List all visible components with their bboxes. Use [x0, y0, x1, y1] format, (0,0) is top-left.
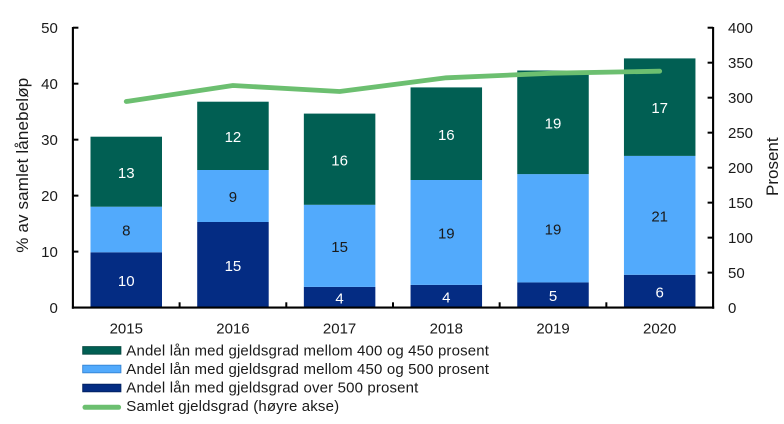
svg-text:100: 100 — [728, 230, 753, 247]
svg-text:19: 19 — [545, 115, 562, 132]
svg-text:8: 8 — [122, 223, 130, 240]
svg-text:30: 30 — [41, 132, 58, 149]
svg-text:2015: 2015 — [110, 320, 143, 337]
svg-text:2019: 2019 — [536, 320, 569, 337]
svg-text:50: 50 — [728, 265, 745, 282]
svg-text:2016: 2016 — [216, 320, 249, 337]
svg-text:16: 16 — [331, 152, 348, 169]
svg-text:21: 21 — [651, 209, 668, 226]
svg-text:6: 6 — [656, 284, 664, 301]
svg-text:17: 17 — [651, 100, 668, 117]
svg-text:20: 20 — [41, 188, 58, 205]
svg-text:15: 15 — [331, 239, 348, 256]
svg-text:9: 9 — [229, 189, 237, 206]
svg-text:200: 200 — [728, 160, 753, 177]
svg-text:Samlet gjeldsgrad (høyre akse): Samlet gjeldsgrad (høyre akse) — [126, 398, 339, 415]
svg-text:Prosent: Prosent — [763, 137, 782, 196]
svg-text:19: 19 — [545, 221, 562, 238]
svg-text:150: 150 — [728, 195, 753, 212]
svg-text:50: 50 — [41, 20, 58, 37]
svg-text:% av samlet lånebeløp: % av samlet lånebeløp — [13, 78, 32, 253]
svg-text:4: 4 — [335, 290, 343, 307]
svg-text:2017: 2017 — [323, 320, 356, 337]
svg-text:250: 250 — [728, 125, 753, 142]
svg-text:16: 16 — [438, 127, 455, 144]
svg-text:Andel lån med gjeldsgrad over: Andel lån med gjeldsgrad over 500 prosen… — [126, 380, 419, 397]
svg-text:12: 12 — [225, 129, 242, 146]
svg-text:0: 0 — [728, 300, 736, 317]
svg-text:5: 5 — [549, 288, 557, 305]
svg-text:350: 350 — [728, 55, 753, 72]
svg-text:Andel lån med gjeldsgrad mello: Andel lån med gjeldsgrad mellom 400 og 4… — [126, 343, 489, 360]
svg-text:2020: 2020 — [643, 320, 676, 337]
svg-text:2018: 2018 — [430, 320, 463, 337]
svg-text:10: 10 — [41, 244, 58, 261]
svg-text:15: 15 — [225, 258, 242, 275]
svg-text:0: 0 — [49, 300, 57, 317]
svg-text:13: 13 — [118, 165, 135, 182]
svg-text:4: 4 — [442, 289, 450, 306]
svg-text:19: 19 — [438, 226, 455, 243]
svg-text:Andel lån med gjeldsgrad mello: Andel lån med gjeldsgrad mellom 450 og 5… — [126, 361, 489, 378]
svg-text:300: 300 — [728, 90, 753, 107]
svg-text:40: 40 — [41, 76, 58, 93]
svg-text:400: 400 — [728, 20, 753, 37]
svg-text:10: 10 — [118, 273, 135, 290]
